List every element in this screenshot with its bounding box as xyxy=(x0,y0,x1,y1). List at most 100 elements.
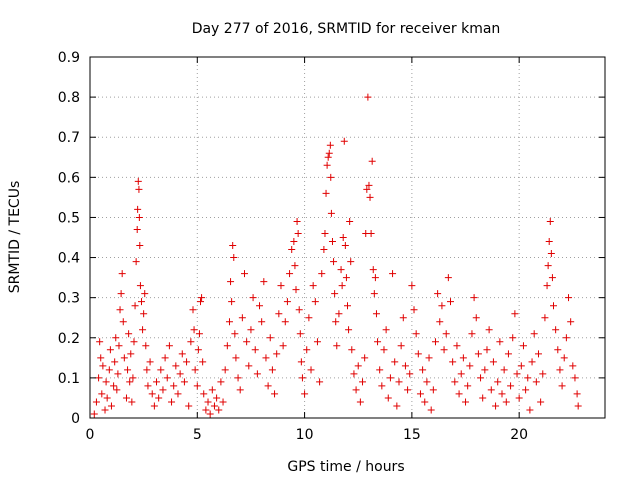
data-point xyxy=(344,302,351,310)
data-point xyxy=(117,290,125,298)
data-point xyxy=(230,254,238,262)
data-point xyxy=(193,382,201,390)
data-point xyxy=(144,382,152,390)
data-point xyxy=(247,326,255,334)
data-point xyxy=(253,370,261,378)
data-point xyxy=(565,294,573,302)
data-point xyxy=(165,342,173,350)
data-point xyxy=(204,398,212,406)
data-point xyxy=(367,229,375,237)
data-point xyxy=(228,298,236,306)
data-point xyxy=(120,354,128,362)
y-tick-label: 0.4 xyxy=(58,251,80,267)
data-point xyxy=(296,330,304,338)
data-point xyxy=(504,350,512,358)
data-point xyxy=(462,398,470,406)
data-point xyxy=(124,366,132,374)
x-axis-label: GPS time / hours xyxy=(287,459,404,475)
tick-labels: 0 0.1 0.2 0.3 0.4 0.5 0.6 0.7 0.8 0.9 0 5 10 15 20 xyxy=(58,50,528,443)
data-point xyxy=(573,390,581,398)
data-point xyxy=(183,358,191,366)
data-point xyxy=(141,290,149,298)
data-point xyxy=(217,378,225,386)
data-point xyxy=(260,278,268,286)
data-point xyxy=(341,242,349,250)
data-point xyxy=(571,374,579,382)
y-tick-label: 0.5 xyxy=(58,210,80,226)
data-point xyxy=(307,366,315,374)
data-point xyxy=(146,358,154,366)
data-point xyxy=(243,338,251,346)
data-point xyxy=(223,342,231,350)
data-point xyxy=(509,334,517,342)
data-point xyxy=(101,406,109,414)
data-point xyxy=(128,398,136,406)
data-point xyxy=(118,270,126,278)
data-point xyxy=(136,242,144,250)
data-point xyxy=(103,394,111,402)
x-tick-label: 0 xyxy=(86,427,95,443)
data-point xyxy=(474,350,482,358)
data-point xyxy=(102,378,110,386)
y-tick-label: 0.9 xyxy=(58,50,80,66)
data-point xyxy=(393,402,401,410)
data-point xyxy=(110,382,118,390)
data-point xyxy=(227,278,235,286)
data-point xyxy=(412,330,420,338)
data-point xyxy=(168,398,176,406)
data-point xyxy=(546,217,554,225)
y-tick-label: 0.7 xyxy=(58,130,80,146)
data-point xyxy=(321,229,329,237)
data-point xyxy=(427,406,435,414)
data-point xyxy=(330,258,338,266)
data-point xyxy=(332,318,340,326)
data-point xyxy=(133,225,141,233)
data-point xyxy=(185,402,193,410)
data-point xyxy=(206,410,214,418)
data-point xyxy=(339,234,347,241)
data-point xyxy=(517,362,525,370)
data-point xyxy=(370,290,378,298)
data-point xyxy=(457,370,465,378)
data-point xyxy=(485,326,493,334)
data-point xyxy=(190,326,198,334)
data-point xyxy=(399,314,407,322)
data-point xyxy=(472,314,480,322)
data-point xyxy=(401,362,409,370)
data-point xyxy=(213,394,221,402)
data-point xyxy=(107,402,115,410)
x-tick-label: 15 xyxy=(403,427,421,443)
data-point xyxy=(127,350,135,358)
data-point xyxy=(325,149,333,157)
y-axis-label: SRMTID / TECUs xyxy=(7,181,23,294)
data-point xyxy=(138,298,145,306)
data-point xyxy=(481,366,489,374)
data-point xyxy=(544,262,552,270)
data-point xyxy=(157,366,165,374)
data-point xyxy=(234,374,242,382)
data-point xyxy=(150,402,158,410)
data-point xyxy=(318,270,326,278)
data-point xyxy=(305,314,313,322)
data-point xyxy=(210,402,218,410)
data-point xyxy=(225,318,233,326)
data-point xyxy=(159,386,167,394)
data-point xyxy=(326,141,334,149)
data-point xyxy=(140,310,148,318)
data-point xyxy=(498,390,506,398)
data-point xyxy=(539,370,547,378)
data-point xyxy=(172,362,180,370)
data-point xyxy=(135,213,143,221)
data-point xyxy=(161,354,169,362)
data-point xyxy=(359,378,367,386)
data-point xyxy=(429,386,437,394)
chart-title: Day 277 of 2016, SRMTID for receiver kma… xyxy=(192,21,501,37)
data-point xyxy=(347,258,355,266)
data-point xyxy=(532,378,540,386)
data-point xyxy=(298,374,306,382)
data-point xyxy=(434,290,442,298)
data-point xyxy=(545,238,553,246)
data-point xyxy=(264,382,272,390)
data-point xyxy=(262,354,270,362)
